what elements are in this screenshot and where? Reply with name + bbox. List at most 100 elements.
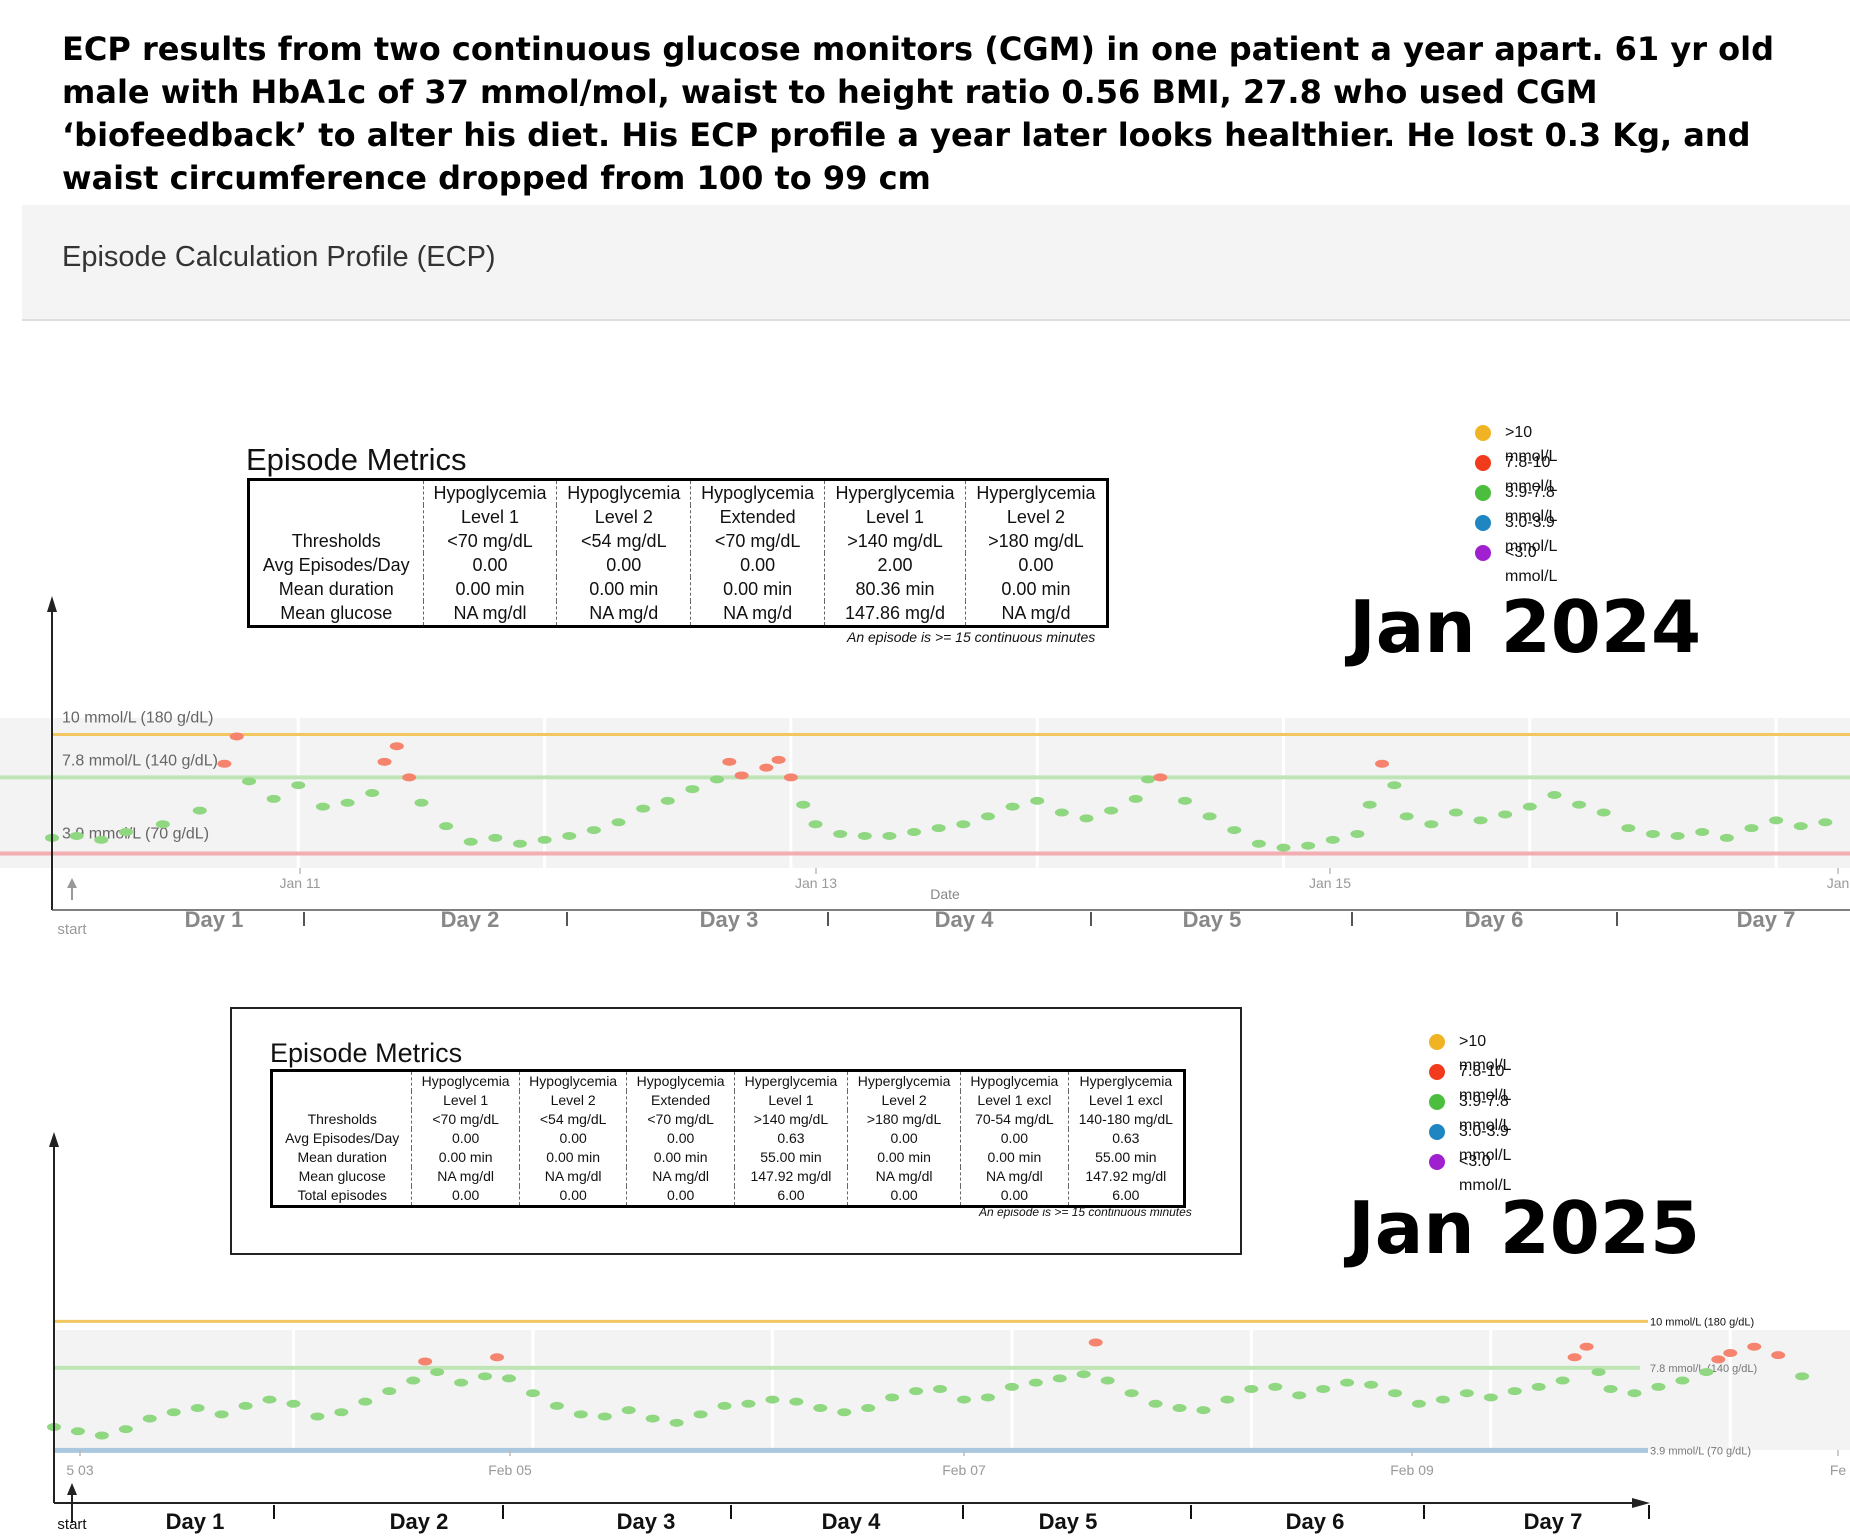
glucose-point xyxy=(1196,1406,1211,1415)
metrics-cell: NA mg/dl xyxy=(422,601,557,627)
day-label: Day 7 xyxy=(1524,1509,1583,1534)
glucose-point xyxy=(1723,1349,1738,1358)
glucose-point xyxy=(214,1410,229,1419)
glucose-point xyxy=(1202,812,1217,821)
metrics-cell: <70 mg/dL xyxy=(626,1110,735,1129)
metrics-cell: <54 mg/dL xyxy=(556,529,691,553)
metrics-cell: 6.00 xyxy=(733,1186,848,1207)
glucose-point xyxy=(1645,829,1660,838)
metrics-cell: 80.36 min xyxy=(824,577,966,601)
glucose-point xyxy=(771,755,786,764)
metrics-cell: NA mg/dl xyxy=(847,1167,961,1186)
glucose-point xyxy=(1435,1395,1450,1404)
data-points-2025 xyxy=(47,1338,1810,1440)
glucose-point xyxy=(597,1412,612,1421)
metrics-cell: Level 1 xyxy=(422,505,557,529)
legend-dot-icon xyxy=(1475,455,1491,471)
glucose-point xyxy=(488,833,503,842)
day-label: Day 5 xyxy=(1039,1509,1098,1534)
date-ticks-2025: 5 03 Feb 05 Feb 07 Feb 09 Fe xyxy=(66,1450,1846,1478)
metrics-cell: 70-54 mg/dL xyxy=(960,1110,1069,1129)
metrics-cell: Hyperglycemia xyxy=(964,479,1108,505)
glucose-point xyxy=(1591,1368,1606,1377)
glucose-point xyxy=(1483,1393,1498,1402)
glucose-point xyxy=(1651,1382,1666,1391)
glucose-point xyxy=(291,781,306,790)
glucose-point xyxy=(190,1404,205,1413)
metrics-cell: 147.92 mg/dl xyxy=(733,1167,848,1186)
glucose-point xyxy=(907,828,922,837)
metrics-cell: Avg Episodes/Day xyxy=(285,1130,400,1146)
legend-dot-icon xyxy=(1429,1124,1445,1140)
glucose-point xyxy=(310,1412,325,1421)
day-labels-2025: Day 1 Day 2 Day 3 Day 4 Day 5 Day 6 Day 7 xyxy=(166,1505,1650,1534)
day-label: Day 6 xyxy=(1465,907,1524,932)
legend-label: 7.8-10 mmol/L xyxy=(1459,1063,1512,1104)
glucose-point xyxy=(1005,802,1020,811)
glucose-point xyxy=(286,1399,301,1408)
metrics-cell: <70 mg/dL xyxy=(422,529,557,553)
glucose-point xyxy=(1004,1382,1019,1391)
metrics-cell: 0.00 xyxy=(960,1186,1069,1207)
glucose-point xyxy=(1555,1376,1570,1385)
glucose-point xyxy=(340,798,355,807)
metrics-cell: 0.00 min xyxy=(964,577,1108,601)
glucose-point xyxy=(1531,1382,1546,1391)
metrics-cell: NA mg/dl xyxy=(518,1167,627,1186)
date-tick-label: Feb 05 xyxy=(488,1462,532,1478)
glucose-point xyxy=(956,1395,971,1404)
legend-label: 3.0-3.9 mmol/L xyxy=(1505,514,1558,555)
metrics-cell: Level 1 excl xyxy=(960,1091,1069,1110)
metrics-table-2024: Hypoglycemia Hypoglycemia Hypoglycemia Hype… xyxy=(247,478,1109,628)
date-tick-label: Jan 15 xyxy=(1309,875,1351,891)
glucose-point xyxy=(796,800,811,809)
legend-dot-icon xyxy=(1475,515,1491,531)
metrics-cell: 0.00 min xyxy=(847,1148,961,1167)
glucose-point xyxy=(69,831,84,840)
glucose-point xyxy=(1627,1389,1642,1398)
x-axis-arrow-2025 xyxy=(1632,1498,1650,1508)
glucose-point xyxy=(1030,796,1045,805)
legend-dot-icon xyxy=(1475,425,1491,441)
glucose-point xyxy=(933,1385,948,1393)
glucose-point xyxy=(334,1408,349,1417)
metrics-cell: >180 mg/dL xyxy=(847,1110,961,1129)
glucose-point xyxy=(358,1397,373,1406)
metrics-title-2025: Episode Metrics xyxy=(270,1038,463,1068)
metrics-cell: Total episodes xyxy=(297,1187,387,1203)
date-tick-label: Fe xyxy=(1830,1462,1847,1478)
metrics-cell: NA mg/dl xyxy=(626,1167,735,1186)
glucose-point xyxy=(1364,1380,1379,1389)
metrics-cell: 0.00 xyxy=(422,553,557,577)
ref-label-3-9-2025: 3.9 mmol/L (70 g/dL) xyxy=(1650,1445,1751,1457)
day-label: Day 7 xyxy=(1737,907,1796,932)
metrics-row: Mean duration 0.00 min 0.00 min 0.00 min 55.… xyxy=(272,1148,1185,1167)
metrics-cell: 55.00 min xyxy=(733,1148,848,1167)
metrics-cell: Mean glucose xyxy=(280,603,393,623)
glucose-point xyxy=(1507,1387,1522,1396)
glucose-point xyxy=(94,1431,109,1440)
metrics-cell: 0.00 min xyxy=(690,577,825,601)
legend-label: 3.0-3.9 mmol/L xyxy=(1459,1123,1512,1164)
metrics-row: Mean duration 0.00 min 0.00 min 0.00 min 80.… xyxy=(249,577,1108,601)
glucose-point xyxy=(717,1401,732,1410)
glucose-point xyxy=(1177,796,1192,805)
glucose-point xyxy=(463,837,478,846)
metrics-cell: 140-180 mg/dL xyxy=(1067,1110,1185,1129)
glucose-point xyxy=(549,1401,564,1410)
glucose-point xyxy=(1301,841,1316,850)
glucose-point xyxy=(1411,1399,1426,1408)
metrics-cell: 0.63 xyxy=(733,1129,848,1148)
legend-dot-icon xyxy=(1475,545,1491,561)
metrics-cell: Avg Episodes/Day xyxy=(262,555,410,575)
glucose-point xyxy=(1399,812,1414,821)
metrics-cell: 0.00 xyxy=(556,553,691,577)
glucose-point xyxy=(1771,1351,1786,1360)
plot-band-2024 xyxy=(0,718,1850,868)
metrics-cell: >140 mg/dL xyxy=(733,1110,848,1129)
legend-dot-icon xyxy=(1429,1154,1445,1170)
metrics-cell: Thresholds xyxy=(291,531,381,551)
legend-dot-icon xyxy=(1475,485,1491,501)
glucose-point xyxy=(636,804,651,813)
metrics-row: Mean glucose NA mg/dl NA mg/d NA mg/d 147.86… xyxy=(249,601,1108,627)
